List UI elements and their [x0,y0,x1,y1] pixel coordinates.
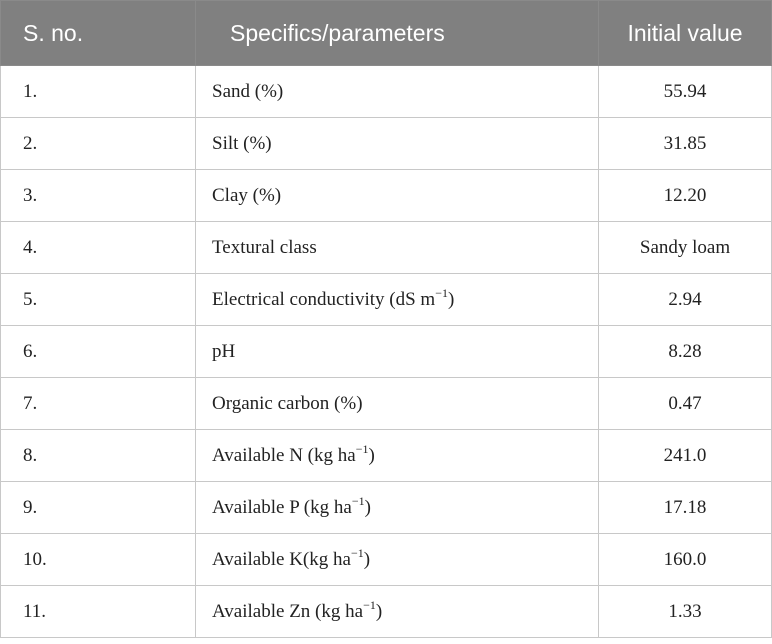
serial-number: 2. [0,117,196,170]
table-row: 5. Electrical conductivity (dS m−1) 2.94 [0,273,772,326]
parameter-text: pH [212,340,236,362]
parameter-text: ) [368,444,375,466]
initial-value: 17.18 [598,481,772,534]
parameter-text: Available P (kg ha [212,496,352,518]
table-row: 3. Clay (%) 12.20 [0,169,772,222]
header-cell: Specifics/parameters [195,0,599,66]
table-header: S. no. Specifics/parameters Initial valu… [0,0,772,66]
parameter-text: Sand (%) [212,80,284,102]
serial-number: 7. [0,377,196,430]
header-row: S. no. Specifics/parameters Initial valu… [0,0,772,66]
initial-value: 55.94 [598,65,772,118]
serial-number: 1. [0,65,196,118]
parameter: Clay (%) [195,169,599,222]
serial-number: 4. [0,221,196,274]
initial-value: 12.20 [598,169,772,222]
parameter-text: Electrical conductivity (dS m [212,288,436,310]
serial-number: 9. [0,481,196,534]
table-row: 6. pH 8.28 [0,325,772,378]
serial-number: 11. [0,585,196,638]
parameter: Available N (kg ha−1) [195,429,599,482]
serial-number: 10. [0,533,196,586]
parameter: Silt (%) [195,117,599,170]
initial-value: Sandy loam [598,221,772,274]
parameter: Electrical conductivity (dS m−1) [195,273,599,326]
parameter-text: Clay (%) [212,184,282,206]
table-row: 1. Sand (%) 55.94 [0,65,772,118]
table-row: 8. Available N (kg ha−1) 241.0 [0,429,772,482]
parameter-text: ) [364,496,371,518]
parameter-text: ) [447,288,455,310]
serial-number: 8. [0,429,196,482]
parameter: Textural class [195,221,599,274]
initial-value: 241.0 [598,429,772,482]
serial-number: 6. [0,325,196,378]
superscript: −1 [351,493,365,508]
superscript: −1 [355,441,369,456]
table-row: 7. Organic carbon (%) 0.47 [0,377,772,430]
header-cell: Initial value [598,0,772,66]
initial-value: 31.85 [598,117,772,170]
parameter-text: Available N (kg ha [212,444,356,466]
parameter: Sand (%) [195,65,599,118]
superscript: −1 [350,545,364,560]
parameter-text: ) [363,548,371,570]
serial-number: 5. [0,273,196,326]
superscript: −1 [363,597,376,612]
parameter: Available K(kg ha−1) [195,533,599,586]
parameter: pH [195,325,599,378]
parameter: Available P (kg ha−1) [195,481,599,534]
table-row: 4. Textural class Sandy loam [0,221,772,274]
initial-value: 160.0 [598,533,772,586]
parameter-text: Organic carbon (%) [212,392,363,414]
parameter-text: ) [375,600,383,622]
table-row: 11. Available Zn (kg ha−1) 1.33 [0,585,772,638]
initial-value: 2.94 [598,273,772,326]
initial-value: 0.47 [598,377,772,430]
parameter-text: Available Zn (kg ha [212,600,364,622]
serial-number: 3. [0,169,196,222]
table-body: 1. Sand (%) 55.94 2. Silt (%) 31.85 3. Clay (%)… [0,65,772,638]
table-row: 2. Silt (%) 31.85 [0,117,772,170]
parameter: Organic carbon (%) [195,377,599,430]
parameter-text: Available K(kg ha [212,548,351,570]
superscript: −1 [435,285,448,300]
parameter-text: Textural class [212,236,317,258]
initial-value: 8.28 [598,325,772,378]
parameter: Available Zn (kg ha−1) [195,585,599,638]
header-cell: S. no. [0,0,196,66]
initial-value: 1.33 [598,585,772,638]
parameter-text: Silt (%) [212,132,272,154]
table-row: 9. Available P (kg ha−1) 17.18 [0,481,772,534]
table-row: 10. Available K(kg ha−1) 160.0 [0,533,772,586]
